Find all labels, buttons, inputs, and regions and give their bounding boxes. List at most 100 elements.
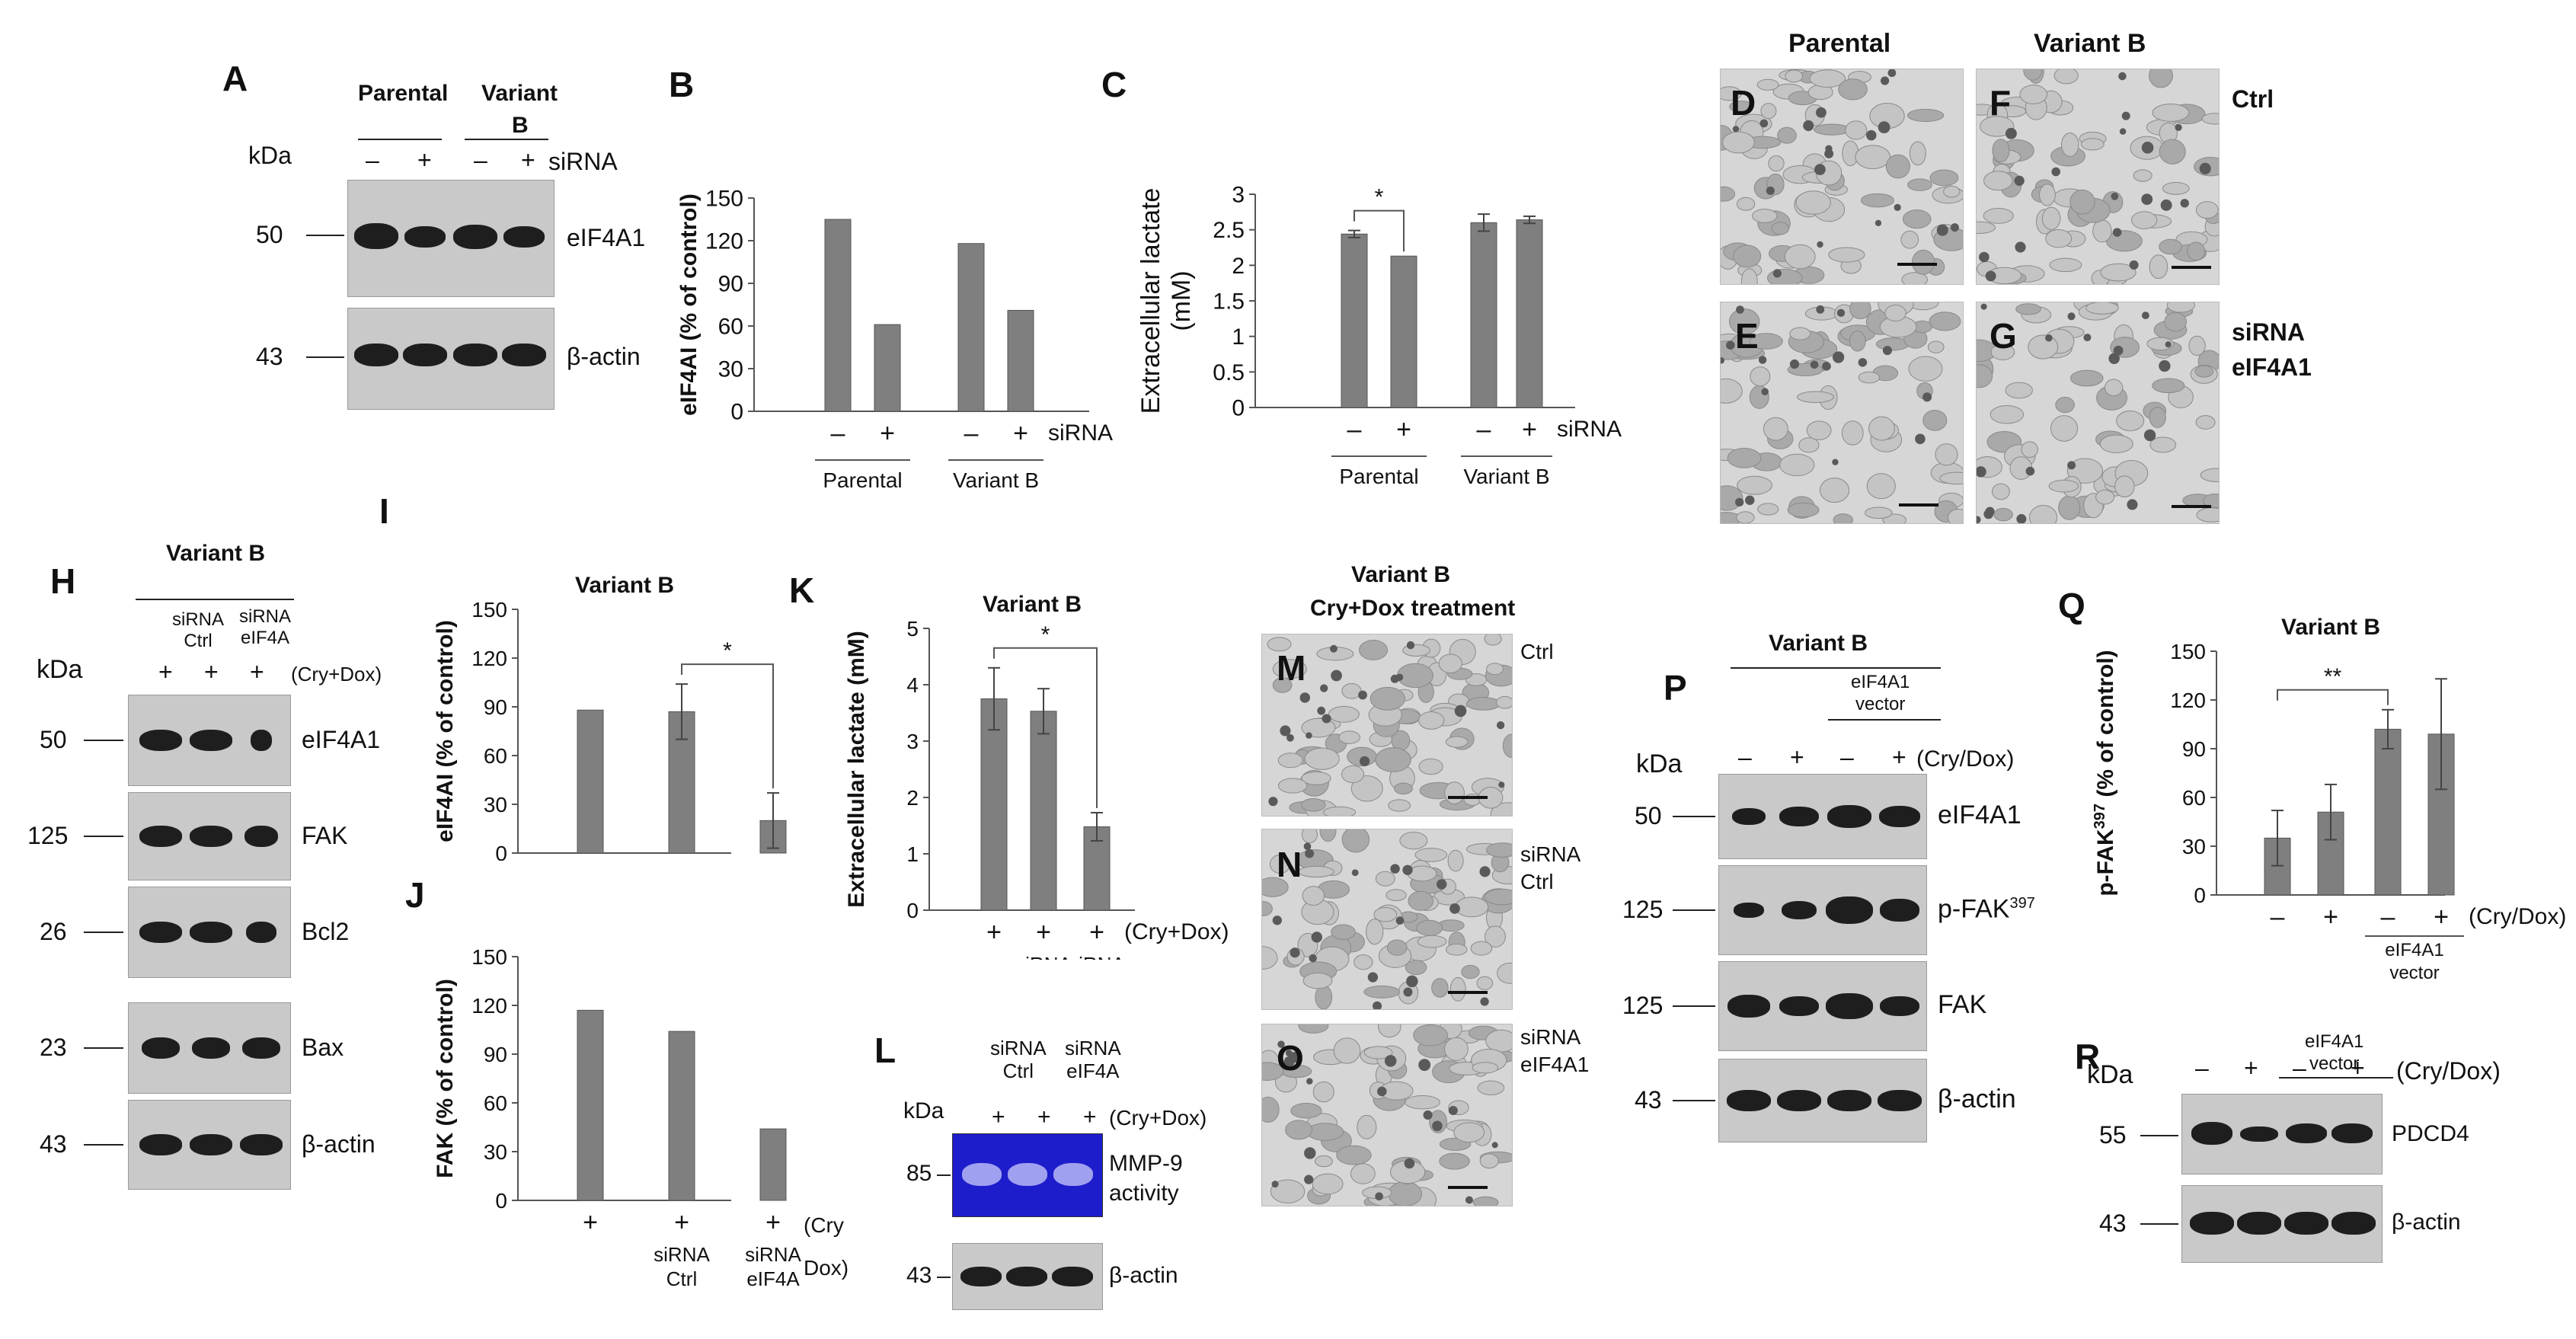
cell [1787,502,1820,518]
cell-nucleus [1390,674,1399,683]
cell [1838,78,1868,101]
x-suffix-label: (Cry+Dox) [1124,919,1229,944]
bar [1470,222,1497,408]
significance-star: * [1375,185,1384,210]
cell [1760,103,1777,120]
x-suffix-label: (Cry/Dox) [2469,904,2566,929]
cell [1779,453,1815,477]
band-label-eif4a1: eIF4A1 [567,224,646,251]
cell [1784,244,1816,270]
cell-nucleus [1418,1059,1431,1072]
cell-nucleus [1496,721,1505,730]
cell-nucleus [1824,149,1834,158]
blot-h-2 [128,887,291,978]
cell [1939,471,1963,485]
cell-nucleus [1290,1051,1301,1063]
band-label-beta-actin: β-actin [567,343,641,370]
y-tick-label: 0 [495,842,507,861]
x-tick-label: + [765,1208,781,1237]
cell-nucleus [1384,1055,1397,1067]
y-tick-label: 120 [471,647,507,670]
cell-nucleus [1277,1040,1285,1048]
kda-55: 55 [2099,1121,2127,1149]
blot-beta-actin [347,308,555,410]
kda-50: 50 [256,221,283,248]
cell [1470,941,1493,956]
cell [1472,1196,1499,1206]
cell [1789,327,1811,340]
x-tick-label: + [986,918,1002,947]
tick [84,740,123,741]
cell-nucleus [1299,692,1311,703]
tick [84,1047,123,1049]
cell [1496,695,1512,709]
cell-nucleus [1758,356,1767,364]
cell [1262,946,1278,970]
y-tick-label: 60 [484,744,507,768]
cell [1927,340,1945,353]
cell-nucleus [2199,162,2211,174]
cell-nucleus [1286,733,1294,742]
y-tick-label: 3 [1232,183,1245,208]
band [1777,1090,1821,1111]
panel-letter-j: J [405,875,425,915]
y-tick-label: 90 [484,1043,507,1066]
cell-nucleus [2141,142,2154,154]
cell-nucleus [2165,341,2172,348]
cell [1315,1155,1333,1168]
lane-minus: – [474,146,487,174]
superscript: 397 [2009,895,2035,912]
cell [1849,302,1871,320]
bar [980,698,1008,911]
significance-bracket [2277,689,2389,705]
cell-texture [1267,634,1512,816]
chart-title: Variant B [983,592,1082,617]
cell [1885,154,1910,179]
cell-nucleus [1491,1142,1498,1149]
band [1727,1090,1771,1111]
cell [1312,1081,1334,1103]
cell [1858,371,1881,384]
x-tick-label: + [1036,918,1051,947]
cell [1819,478,1850,503]
cell-nucleus [1498,781,1505,788]
cell [2166,302,2195,313]
cell-nucleus [1375,1192,1383,1201]
cell [1750,366,1771,387]
band [2237,1212,2281,1235]
significance-star: * [1041,622,1050,647]
micrograph-m [1261,634,1513,817]
cell [1385,889,1407,902]
y-tick-label: 0 [2194,884,2206,907]
band [139,730,182,751]
band-label: p-FAK397 [1938,894,2035,924]
cell [1262,1062,1284,1081]
band [1880,899,1919,922]
y-tick-label: 0 [495,1189,507,1213]
cell-texture [1721,69,1963,284]
x-tick-label: + [1089,918,1104,947]
y-axis-label: p-FAK397 (% of control) [2092,650,2118,896]
kda-label: kDa [1636,749,1683,778]
blot-beta-actin [952,1243,1103,1310]
cell [2019,85,2048,104]
y-tick-label: 150 [471,598,507,622]
x-tick-label: + [2323,903,2338,932]
cell [1375,871,1395,887]
zymogram-mmp9 [952,1133,1103,1217]
x-suffix-label: siRNA [1048,420,1113,446]
cell-nucleus [1822,362,1831,371]
x-tick-label: + [1396,415,1411,444]
cell [1907,178,1932,191]
cell [1736,511,1755,523]
cell-nucleus [1858,358,1868,367]
cell [2092,219,2112,243]
blot-p-0 [1718,774,1927,859]
r-vector-label: eIF4A1 vector [2305,1031,2364,1074]
cell [2095,489,2115,505]
micrograph-o [1261,1024,1513,1206]
x-tick-label: – [1477,415,1491,444]
x-tick-label: – [964,419,979,448]
cell-nucleus [2045,334,2053,342]
cell-texture [1262,829,1512,1009]
